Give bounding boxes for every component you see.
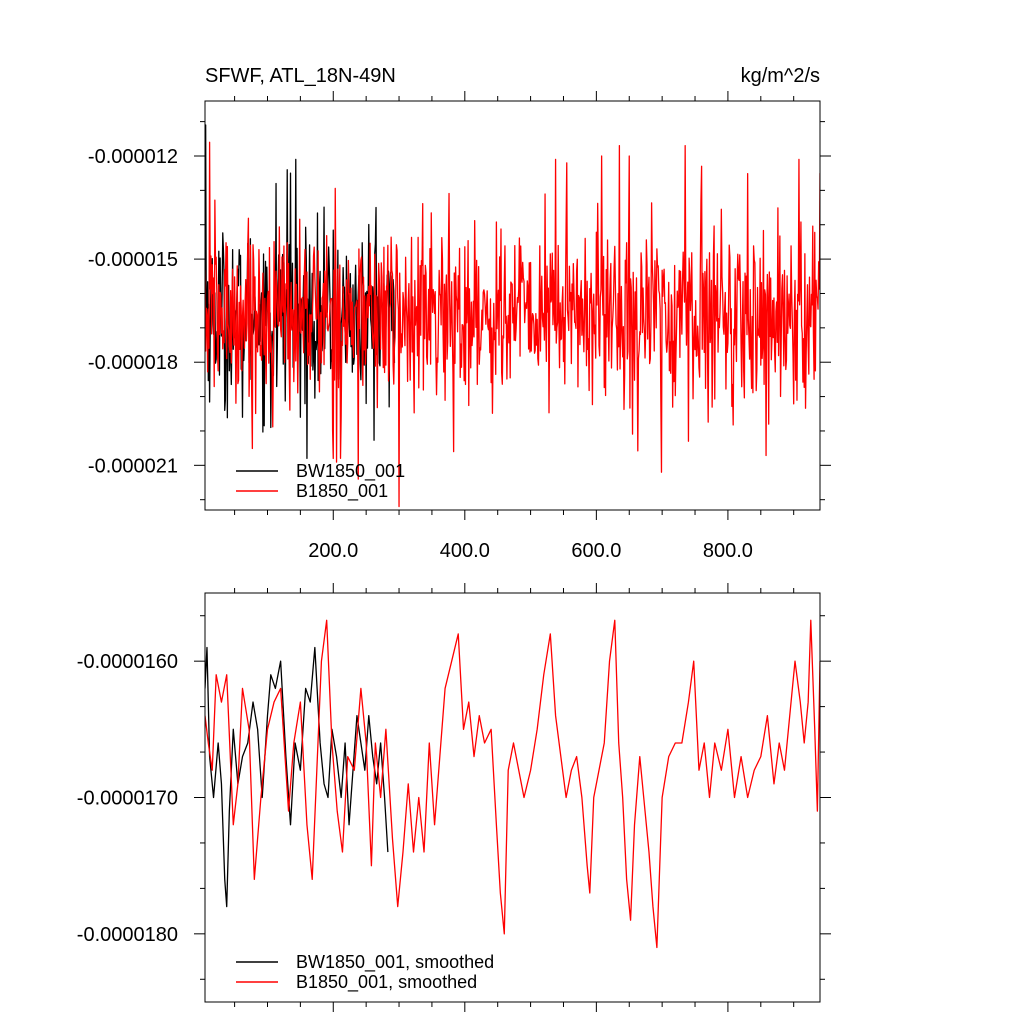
series-line-1 <box>205 619 820 949</box>
bottom-panel-legend: BW1850_001, smoothed B1850_001, smoothed <box>236 952 494 993</box>
top-panel: SFWF, ATL_18N-49N kg/m^2/s 200.0 400.0 600… <box>88 65 831 562</box>
top-panel-legend: BW1850_001 B1850_001 <box>236 461 405 502</box>
y-tick-label-1: -0.0000170 <box>77 788 178 810</box>
y-tick-label-3: -0.000021 <box>88 455 178 477</box>
series-line-1 <box>205 141 820 508</box>
x-tick-label-3: 800.0 <box>703 540 753 562</box>
top-panel-series <box>205 124 820 508</box>
legend-label-bw1850-smoothed: BW1850_001, smoothed <box>296 952 494 973</box>
bottom-panel-series <box>205 619 820 949</box>
bottom-panel-frame <box>204 592 821 1003</box>
bottom-panel-axes-ticks: -0.0000160 -0.0000170 -0.0000180 <box>77 583 831 1012</box>
y-tick-label-1: -0.000015 <box>88 249 178 271</box>
x-tick-label-2: 600.0 <box>571 540 621 562</box>
y-tick-label-0: -0.000012 <box>88 146 178 168</box>
x-tick-label-1: 400.0 <box>440 540 490 562</box>
legend-label-b1850: B1850_001 <box>296 481 388 502</box>
top-panel-title: SFWF, ATL_18N-49N <box>205 65 396 87</box>
top-panel-units: kg/m^2/s <box>741 65 820 87</box>
bottom-panel: -0.0000160 -0.0000170 -0.0000180 BW1850_00… <box>77 583 831 1012</box>
series-line-0 <box>205 646 389 908</box>
y-tick-label-2: -0.000018 <box>88 352 178 374</box>
top-panel-frame <box>204 100 821 511</box>
y-tick-label-0: -0.0000160 <box>77 651 178 673</box>
x-tick-label-0: 200.0 <box>308 540 358 562</box>
legend-label-bw1850: BW1850_001 <box>296 461 405 482</box>
top-panel-axes-ticks: 200.0 400.0 600.0 800.0 -0.000012 -0.000015 -0… <box>88 91 831 562</box>
y-tick-label-2: -0.0000180 <box>77 924 178 946</box>
legend-label-b1850-smoothed: B1850_001, smoothed <box>296 972 477 993</box>
